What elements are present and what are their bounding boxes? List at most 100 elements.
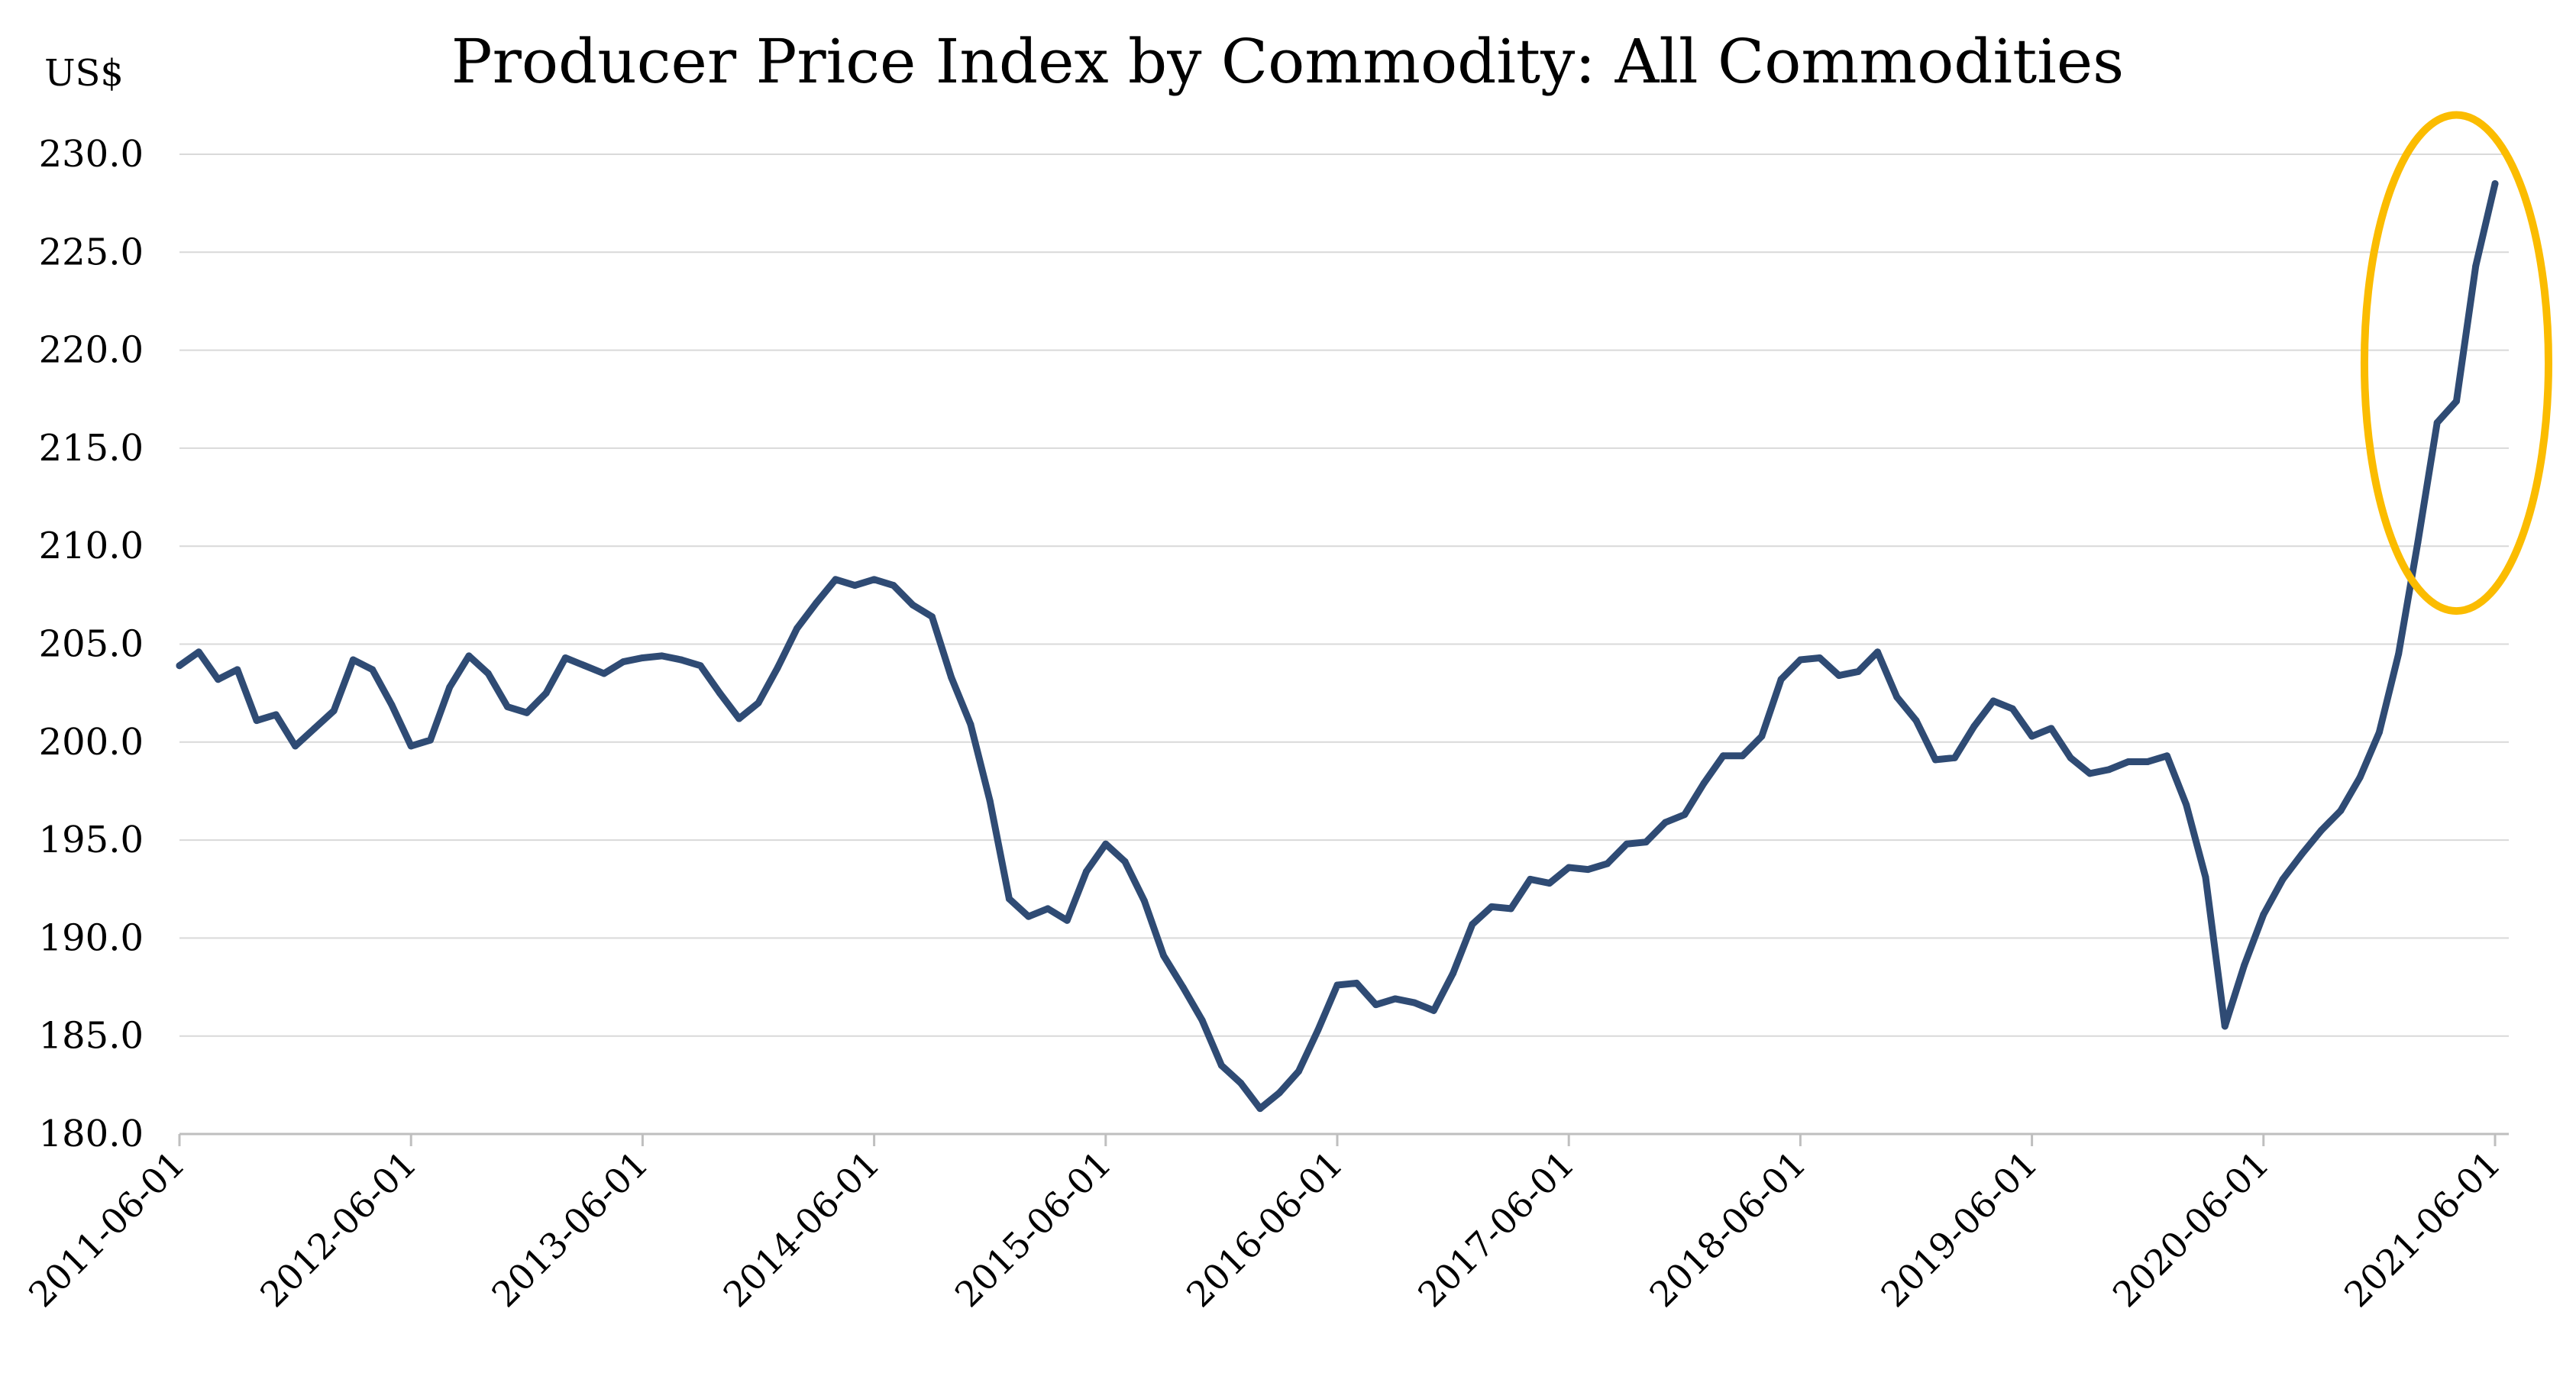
data-point xyxy=(1083,867,1091,875)
data-point xyxy=(1102,840,1110,848)
data-point xyxy=(2067,754,2074,761)
y-tick-label: 190.0 xyxy=(39,916,144,959)
data-point xyxy=(1411,999,1418,1006)
data-point xyxy=(1237,1079,1245,1087)
data-point xyxy=(1044,905,1052,913)
data-point xyxy=(1353,979,1360,987)
data-point xyxy=(2414,538,2422,546)
highlight-ellipse xyxy=(2360,111,2552,615)
data-point xyxy=(2337,807,2345,815)
data-point xyxy=(813,599,820,607)
series-group xyxy=(176,179,2499,1113)
data-point xyxy=(1989,697,1997,705)
data-point xyxy=(2086,770,2093,777)
data-point xyxy=(1488,903,1495,910)
data-point xyxy=(928,613,936,621)
data-point xyxy=(311,725,318,732)
data-point xyxy=(619,658,627,666)
data-point xyxy=(2183,801,2190,809)
data-point xyxy=(2375,729,2383,736)
data-point xyxy=(349,656,357,664)
data-point xyxy=(2241,961,2248,969)
data-point xyxy=(735,715,743,722)
data-point xyxy=(2452,397,2460,405)
data-point xyxy=(697,662,704,670)
data-point xyxy=(2472,262,2480,270)
y-tick-label: 180.0 xyxy=(39,1113,144,1155)
data-point xyxy=(851,582,858,590)
data-point xyxy=(523,709,531,716)
data-point xyxy=(2202,874,2209,881)
data-point xyxy=(272,711,280,719)
data-point xyxy=(1873,648,1881,656)
data-point xyxy=(1198,1016,1206,1024)
data-point xyxy=(465,652,473,660)
data-point xyxy=(1662,819,1669,826)
data-point xyxy=(330,707,338,715)
y-tick-label: 225.0 xyxy=(39,231,144,273)
data-point xyxy=(1623,840,1631,848)
data-point xyxy=(581,662,589,670)
data-point xyxy=(2433,419,2441,427)
y-tick-label: 200.0 xyxy=(39,721,144,764)
y-tick-label: 230.0 xyxy=(39,133,144,176)
data-point xyxy=(1256,1105,1264,1113)
data-point xyxy=(234,666,241,674)
data-point xyxy=(1719,752,1727,760)
data-point xyxy=(1160,951,1168,959)
data-point xyxy=(1739,752,1747,760)
data-point xyxy=(1063,916,1071,924)
data-point xyxy=(176,662,183,670)
data-point xyxy=(2491,179,2499,187)
data-point xyxy=(1854,667,1862,675)
data-point xyxy=(215,676,222,683)
y-tick-label: 215.0 xyxy=(39,427,144,470)
data-point xyxy=(1469,920,1476,928)
data-point xyxy=(909,601,916,609)
data-point xyxy=(832,576,839,583)
data-point xyxy=(2260,911,2267,919)
data-point xyxy=(426,736,434,744)
data-point xyxy=(2356,774,2364,781)
data-point xyxy=(967,721,974,729)
data-point xyxy=(1758,732,1766,740)
data-point xyxy=(1835,672,1843,680)
y-tick-label: 220.0 xyxy=(39,329,144,372)
data-point xyxy=(755,699,762,706)
y-tick-label: 210.0 xyxy=(39,525,144,567)
data-point xyxy=(1816,654,1824,661)
data-point xyxy=(504,703,512,711)
data-point xyxy=(1912,717,1920,725)
data-point xyxy=(890,582,897,590)
data-point xyxy=(1179,984,1187,991)
data-point xyxy=(195,648,202,656)
data-point xyxy=(292,742,299,750)
data-point xyxy=(1584,866,1592,874)
data-point xyxy=(1217,1061,1225,1069)
data-point xyxy=(658,652,666,660)
data-point xyxy=(1314,1026,1322,1034)
data-point xyxy=(774,664,781,671)
data-point xyxy=(2028,732,2036,740)
data-point xyxy=(2163,752,2170,760)
data-point xyxy=(2318,826,2326,834)
data-point xyxy=(2279,875,2287,883)
data-point xyxy=(446,683,454,691)
data-point xyxy=(1372,1001,1380,1009)
data-point xyxy=(677,656,685,664)
data-point xyxy=(1546,880,1553,887)
data-point xyxy=(1565,864,1572,871)
data-point xyxy=(638,654,646,661)
data-point xyxy=(948,674,955,681)
gridlines xyxy=(179,153,2509,1037)
y-tick-label: 185.0 xyxy=(39,1015,144,1058)
data-point xyxy=(1121,858,1129,865)
data-point xyxy=(484,670,492,677)
data-point xyxy=(1951,754,1959,761)
data-point xyxy=(1796,656,1804,664)
data-point xyxy=(1700,780,1708,787)
data-point xyxy=(542,690,550,697)
data-point xyxy=(1450,970,1457,977)
